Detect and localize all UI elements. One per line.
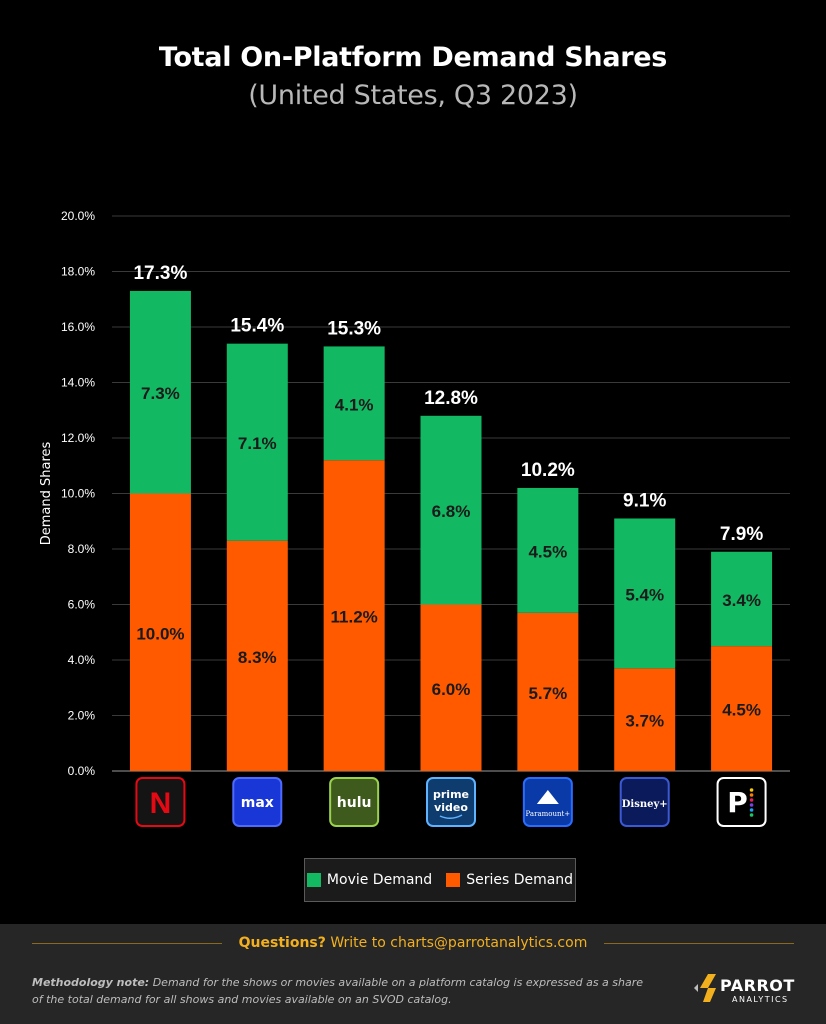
label-series-demand: 5.7% — [528, 684, 567, 703]
bar-series-demand — [323, 460, 385, 771]
bar-movie-demand — [420, 415, 482, 605]
y-tick-label: 0.0% — [68, 764, 96, 778]
label-total: 17.3% — [133, 263, 187, 284]
label-series-demand: 8.3% — [238, 648, 277, 667]
questions-row: Questions? Write to charts@parrotanalyti… — [0, 930, 826, 956]
y-tick-label: 12.0% — [61, 431, 95, 445]
label-series-demand: 3.7% — [625, 712, 664, 731]
bar-series-demand — [420, 604, 482, 771]
netflix-logo-tile — [135, 777, 186, 827]
hulu-logo-tile — [329, 777, 380, 827]
chart-subtitle: (United States, Q3 2023) — [248, 80, 578, 111]
methodology-note: Methodology note: Demand for the shows o… — [32, 976, 644, 1006]
y-tick-label: 6.0% — [68, 598, 96, 612]
divider-right — [604, 943, 794, 944]
netflix-logo-text: N — [150, 787, 172, 820]
paramount-mountain-mark — [536, 790, 559, 804]
label-series-demand: 11.2% — [331, 608, 378, 627]
hulu-logo-text: hulu — [337, 795, 372, 811]
bar-movie-demand — [129, 290, 191, 494]
bar-series-demand — [711, 646, 773, 771]
label-total: 9.1% — [623, 490, 666, 511]
label-total: 15.4% — [230, 316, 284, 337]
prime-logo-text: prime — [433, 788, 469, 801]
y-axis-label: Demand Shares — [39, 442, 54, 546]
y-tick-label: 16.0% — [61, 320, 95, 334]
divider-left — [32, 943, 222, 944]
peacock-dot — [749, 793, 754, 797]
prime-smile-mark — [439, 814, 463, 819]
label-movie-demand: 7.1% — [238, 434, 277, 453]
y-tick-label: 10.0% — [61, 487, 95, 501]
disney-logo-text: Disney+ — [622, 799, 668, 810]
label-total: 7.9% — [720, 524, 763, 545]
label-total: 15.3% — [327, 318, 381, 339]
y-tick-label: 14.0% — [61, 376, 95, 390]
parrot-mark-icon — [694, 974, 716, 1002]
brand-sub: ANALYTICS — [732, 995, 789, 1004]
disney-plus-logo-tile — [619, 777, 670, 827]
legend-item-series: Series Demand — [446, 872, 573, 888]
y-tick-label: 20.0% — [61, 209, 95, 223]
max-logo-tile — [232, 777, 283, 827]
label-movie-demand: 6.8% — [432, 502, 471, 521]
video-logo-text: video — [434, 801, 468, 814]
y-tick-label: 2.0% — [68, 709, 96, 723]
label-series-demand: 6.0% — [432, 680, 471, 699]
peacock-dot — [749, 798, 754, 802]
legend-swatch-series — [446, 873, 461, 887]
bar-series-demand — [129, 493, 191, 771]
netflix-logo-icon: N — [135, 777, 186, 827]
questions-text[interactable]: Questions? Write to charts@parrotanalyti… — [228, 935, 598, 951]
bar-series-demand — [614, 668, 676, 771]
max-logo-text: max — [241, 795, 274, 811]
legend-swatch-movie — [306, 873, 321, 887]
y-tick-label: 4.0% — [68, 653, 96, 667]
hulu-logo-icon: hulu — [329, 777, 380, 827]
stacked-bar-chart: 0.0% 2.0% 4.0% 6.0% 8.0% 10.0% 12.0% 14.0% 16.0%… — [39, 209, 790, 827]
peacock-logo-tile — [716, 777, 767, 827]
chart-legend: Movie Demand Series Demand — [304, 858, 576, 902]
y-tick-label: 8.0% — [68, 542, 96, 556]
label-series-demand: 10.0% — [136, 624, 184, 643]
peacock-logo-text: P — [727, 786, 748, 819]
paramount-plus-logo-icon: Paramount+ — [522, 777, 573, 827]
bar-movie-demand — [614, 518, 676, 669]
brand-name: PARROT — [720, 976, 795, 995]
label-movie-demand: 7.3% — [141, 384, 180, 403]
legend-label-movie: Movie Demand — [326, 872, 433, 888]
label-total: 12.8% — [424, 388, 478, 409]
bar-series-demand — [226, 540, 288, 771]
legend-item-movie: Movie Demand — [306, 872, 433, 888]
peacock-dot — [749, 813, 754, 817]
peacock-logo-icon: P — [716, 777, 767, 827]
y-tick-label: 18.0% — [61, 265, 95, 279]
disney-plus-logo-icon: Disney+ — [619, 777, 670, 827]
prime-video-logo-tile — [426, 777, 476, 827]
peacock-dot — [749, 803, 754, 807]
bar-movie-demand — [517, 487, 579, 613]
bar-series-demand — [517, 612, 579, 771]
bar-movie-demand — [226, 343, 288, 541]
peacock-dot — [749, 808, 754, 812]
parrot-analytics-logo: PARROT ANALYTICS — [694, 970, 804, 1006]
label-movie-demand: 4.1% — [335, 395, 374, 414]
label-series-demand: 4.5% — [722, 701, 761, 720]
label-total: 10.2% — [521, 460, 575, 481]
bar-movie-demand — [323, 346, 385, 461]
legend-label-series: Series Demand — [466, 872, 574, 888]
max-logo-icon: max — [232, 777, 283, 827]
peacock-dot — [749, 788, 754, 792]
label-movie-demand: 4.5% — [528, 542, 567, 561]
label-movie-demand: 3.4% — [722, 591, 761, 610]
chart-title: Total On-Platform Demand Shares — [158, 42, 668, 73]
bar-movie-demand — [711, 551, 773, 647]
label-movie-demand: 5.4% — [625, 585, 664, 604]
paramount-logo-text: Paramount+ — [526, 810, 571, 818]
